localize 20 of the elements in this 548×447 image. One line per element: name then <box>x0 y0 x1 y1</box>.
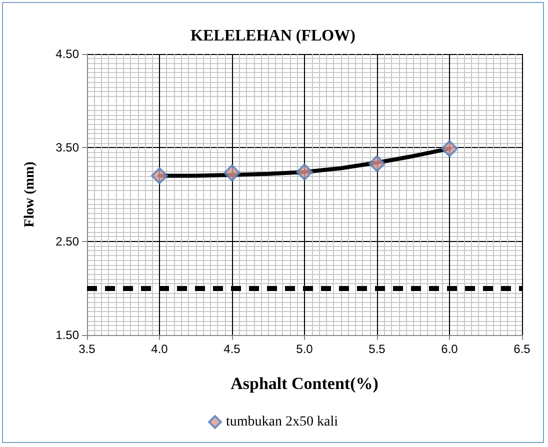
y-tick-label: 3.50 <box>56 140 80 155</box>
x-axis-title: Asphalt Content(%) <box>230 374 378 393</box>
x-tick-label: 3.5 <box>78 342 96 356</box>
x-tick-label: 5.0 <box>296 342 314 356</box>
y-tick-label: 1.50 <box>56 328 80 342</box>
point <box>224 164 240 182</box>
x-tick-label: 6.0 <box>441 342 458 356</box>
x-tick-label: 4.0 <box>151 342 168 356</box>
point <box>441 140 458 158</box>
point <box>151 167 168 184</box>
x-tick-label: 6.5 <box>514 342 531 356</box>
y-tick-label: 2.50 <box>56 234 80 248</box>
point <box>296 164 313 181</box>
point <box>368 155 386 172</box>
chart-title: KELELEHAN (FLOW) <box>190 28 356 44</box>
y-axis-title: Flow (mm) <box>22 161 38 228</box>
legend-label: tumbukan 2x50 kali <box>226 414 338 430</box>
x-tick-label: 4.5 <box>224 342 241 356</box>
y-tick-label: 4.50 <box>56 47 80 61</box>
x-tick-label: 5.5 <box>368 342 386 356</box>
